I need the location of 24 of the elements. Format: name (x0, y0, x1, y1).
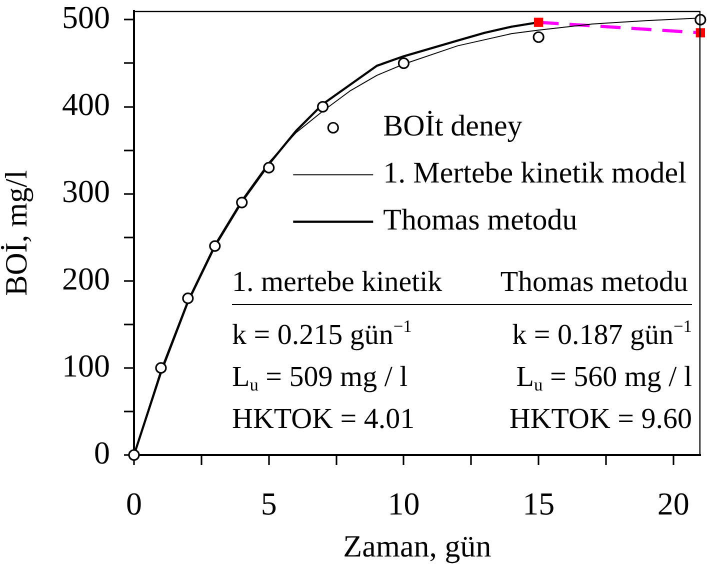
annotation: HKTOK = 4.01 (232, 403, 415, 436)
annotation: HKTOK = 9.60 (509, 403, 692, 436)
y-tick-label: 100 (62, 347, 110, 384)
x-tick-label: 0 (126, 486, 142, 522)
annotation: L$_{u}$ = 509 mg / l (232, 361, 408, 394)
legend-label: Thomas metodu (383, 204, 578, 237)
x-tick-label: 15 (522, 486, 555, 522)
annotation: Thomas metodu (462, 266, 692, 305)
y-tick-label: 500 (62, 0, 110, 36)
x-axis-title: Zaman, gün (343, 528, 492, 564)
y-axis-title: BOİ, mg/l (0, 170, 34, 296)
legend-label: BOİt deney (383, 110, 522, 143)
annotation: 1. mertebe kinetik (232, 266, 462, 305)
legend-label: 1. Mertebe kinetik model (383, 156, 686, 190)
y-tick-label: 200 (62, 260, 110, 296)
y-tick-label: 0 (94, 434, 110, 470)
x-tick-label: 5 (260, 486, 277, 522)
annotation: k = 0.215 gün$^{−1}$ (232, 316, 412, 352)
x-tick-label: 20 (657, 486, 690, 522)
annotation: k = 0.187 gün$^{−1}$ (512, 316, 692, 352)
y-tick-label: 300 (62, 173, 110, 210)
y-tick-label: 400 (62, 86, 110, 122)
x-tick-label: 10 (388, 486, 420, 522)
annotation: L$_{u}$ = 560 mg / l (516, 361, 692, 394)
